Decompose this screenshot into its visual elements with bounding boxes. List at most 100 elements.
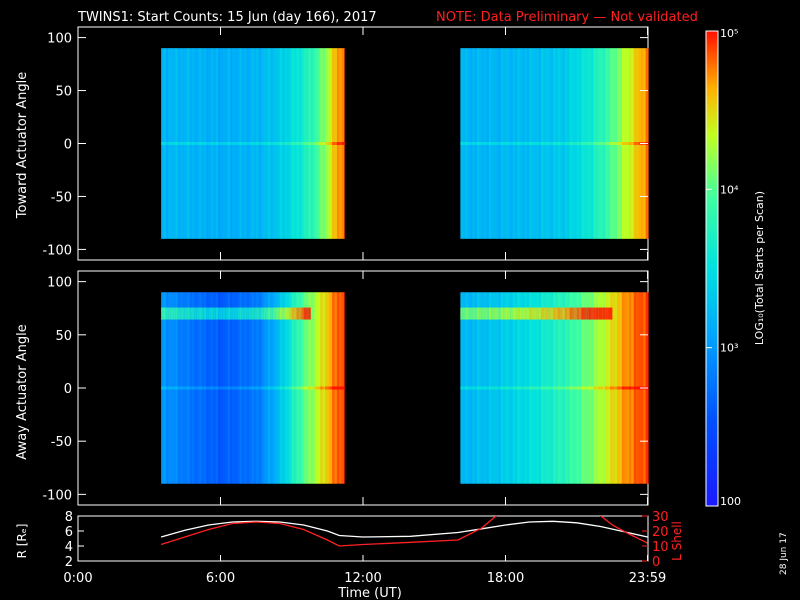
heatmap-zero-line — [175, 386, 179, 390]
heatmap-zero-line — [170, 142, 174, 145]
y-tick-label: 100 — [47, 32, 72, 47]
heatmap-zero-line — [284, 386, 288, 390]
heatmap-zero-line — [336, 386, 340, 390]
y2-tick-label: 30 — [652, 510, 669, 525]
heatmap-band — [175, 307, 179, 320]
heatmap-zero-line — [564, 386, 568, 390]
heatmap-band — [462, 307, 466, 320]
heatmap-zero-line — [479, 142, 483, 145]
heatmap-zero-line — [308, 386, 312, 390]
heatmap-band — [595, 307, 599, 320]
heatmap-zero-line — [636, 386, 640, 390]
heatmap-zero-line — [277, 142, 281, 145]
heatmap-zero-line — [227, 386, 231, 390]
heatmap-band — [211, 307, 214, 320]
heatmap-zero-line — [277, 386, 281, 390]
heatmap-zero-line — [595, 386, 599, 390]
heatmap-zero-line — [320, 142, 324, 145]
heatmap-zero-line — [512, 386, 516, 390]
x-tick-label: 23:59 — [629, 571, 666, 586]
heatmap-zero-line — [260, 386, 264, 390]
heatmap-band — [213, 307, 217, 320]
heatmap-zero-line — [189, 386, 193, 390]
heatmap-zero-line — [270, 142, 274, 145]
heatmap-zero-line — [517, 142, 521, 145]
heatmap-band — [246, 307, 250, 320]
heatmap-zero-line — [317, 386, 321, 390]
heatmap-zero-line — [173, 386, 176, 390]
heatmap-band — [173, 307, 176, 320]
panel-toward: 100 50 0 -50 -100 — [42, 26, 649, 261]
heatmap-band — [564, 307, 568, 320]
chart-title: TWINS1: Start Counts: 15 Jun (day 166), … — [77, 10, 377, 25]
heatmap-zero-line — [519, 142, 523, 145]
heatmap-zero-line — [626, 142, 630, 145]
heatmap-zero-line — [325, 386, 328, 390]
heatmap-zero-line — [296, 386, 300, 390]
heatmap-band — [474, 307, 478, 320]
heatmap-band — [253, 307, 257, 320]
heatmap-zero-line — [460, 386, 464, 390]
heatmap-zero-line — [175, 142, 179, 145]
heatmap-band — [275, 307, 279, 320]
heatmap-band — [239, 307, 243, 320]
heatmap-zero-line — [227, 142, 231, 145]
heatmap-zero-line — [282, 386, 286, 390]
heatmap-zero-line — [177, 142, 181, 145]
colorbar-ticks: 10⁵ 10⁴ 10³ 100 — [706, 27, 741, 508]
heatmap-band — [249, 307, 252, 320]
heatmap-zero-line — [211, 386, 214, 390]
heatmap-zero-line — [163, 142, 167, 145]
heatmap-zero-line — [548, 142, 552, 145]
heatmap-zero-line — [306, 142, 309, 145]
heatmap-zero-line — [196, 386, 200, 390]
heatmap-zero-line — [298, 142, 302, 145]
heatmap-zero-line — [526, 142, 530, 145]
heatmap-band — [263, 307, 267, 320]
heatmap-band — [576, 307, 580, 320]
heatmap-zero-line — [275, 386, 279, 390]
heatmap-zero-line — [607, 386, 611, 390]
lshell-line — [599, 516, 648, 544]
y2-tick-label: 20 — [652, 525, 669, 540]
heatmap-zero-line — [194, 142, 198, 145]
y-tick-label: 50 — [55, 329, 72, 344]
heatmap-zero-line — [268, 142, 271, 145]
heatmap-band — [605, 307, 609, 320]
heatmap-band — [574, 307, 578, 320]
heatmap-zero-line — [512, 142, 516, 145]
heatmap-band — [227, 307, 231, 320]
heatmap-zero-line — [336, 142, 340, 145]
heatmap-band — [581, 307, 585, 320]
heatmap-band — [232, 307, 236, 320]
heatmap-zero-line — [550, 142, 554, 145]
heatmap-zero-line — [610, 142, 613, 145]
heatmap-band — [165, 307, 169, 320]
heatmap-band — [265, 307, 269, 320]
heatmap-zero-line — [562, 386, 566, 390]
heatmap-zero-line — [610, 386, 613, 390]
heatmap-zero-line — [315, 386, 319, 390]
heatmap-zero-line — [168, 386, 172, 390]
heatmap-zero-line — [218, 142, 222, 145]
heatmap-band — [534, 307, 537, 320]
heatmap-band — [493, 307, 497, 320]
heatmap-zero-line — [344, 142, 345, 145]
ylabel-away: Away Actuator Angle — [15, 324, 30, 459]
heatmap-zero-line — [598, 386, 602, 390]
heatmap-zero-line — [332, 142, 336, 145]
heatmap-zero-line — [486, 142, 490, 145]
heatmap-band — [303, 307, 307, 320]
heatmap-zero-line — [239, 142, 243, 145]
heatmap-zero-line — [208, 386, 212, 390]
heatmap-zero-line — [256, 142, 260, 145]
heatmap-zero-line — [310, 386, 314, 390]
heatmap-zero-line — [251, 142, 255, 145]
heatmap-zero-line — [612, 386, 616, 390]
heatmap-zero-line — [296, 142, 300, 145]
heatmap-zero-line — [206, 142, 210, 145]
heatmap-zero-line — [196, 142, 200, 145]
heatmap-zero-line — [220, 386, 224, 390]
ylabel-radius: R [Rₑ] — [15, 524, 29, 559]
